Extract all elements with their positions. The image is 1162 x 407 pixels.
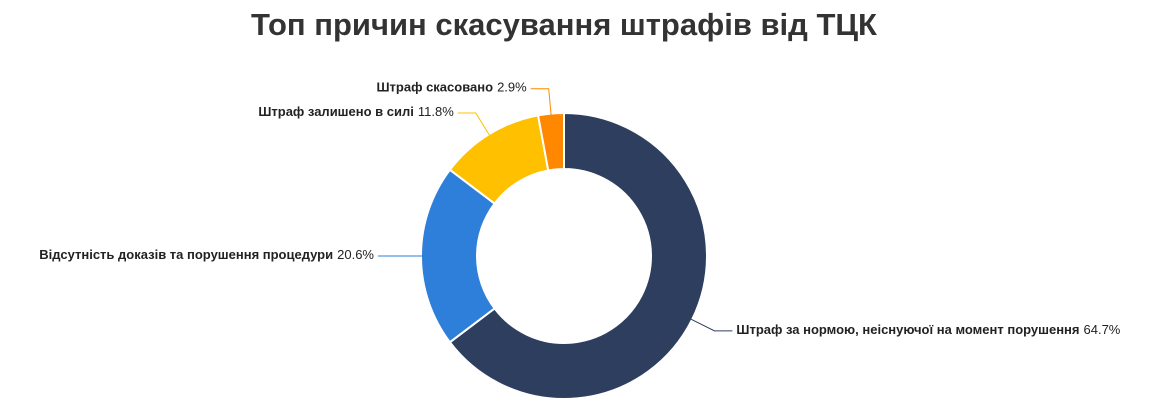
- leader-line: [457, 112, 491, 137]
- value-label: 64.7%: [1084, 322, 1121, 337]
- category-label: Штраф залишено в силі: [258, 104, 414, 119]
- data-label: Штраф за нормою, неіснуючої на момент по…: [736, 322, 1120, 337]
- data-label: Штраф залишено в силі 11.8%: [258, 104, 454, 119]
- leader-line: [530, 88, 552, 116]
- leader-line: [690, 318, 733, 332]
- category-label: Штраф за нормою, неіснуючої на момент по…: [736, 322, 1079, 337]
- value-label: 11.8%: [418, 104, 454, 119]
- donut-slice: [448, 111, 708, 400]
- value-label: 2.9%: [497, 80, 527, 95]
- chart-title: Топ причин скасування штрафів від ТЦК: [251, 7, 877, 42]
- category-label: Штраф скасовано: [376, 80, 493, 95]
- data-label: Відсутність доказів та порушення процеду…: [39, 247, 374, 262]
- value-label: 20.6%: [337, 247, 374, 262]
- category-label: Відсутність доказів та порушення процеду…: [39, 247, 333, 262]
- donut-slice: [536, 111, 565, 172]
- data-label: Штраф скасовано 2.9%: [376, 80, 527, 95]
